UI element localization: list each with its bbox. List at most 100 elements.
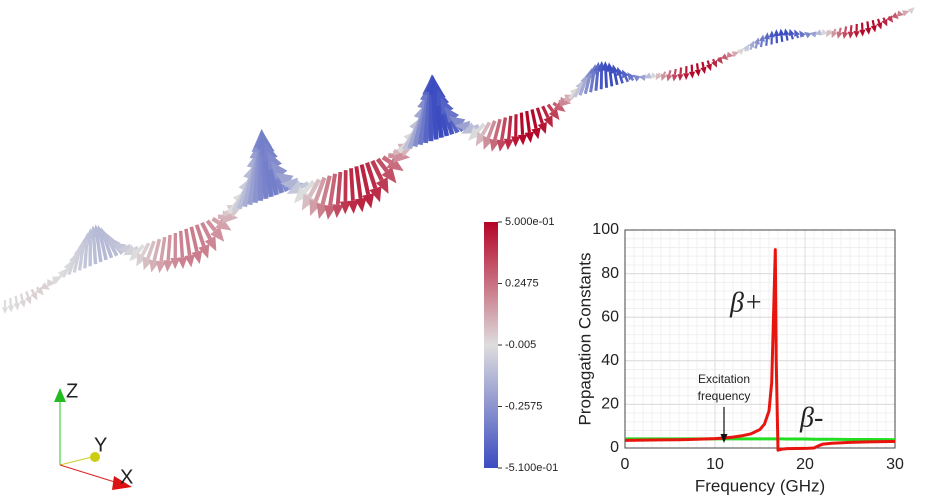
vector-arrow-shaft <box>205 219 217 232</box>
vector-arrow-shaft <box>546 103 555 113</box>
vector-arrow-head <box>831 30 838 39</box>
vector-arrow-shaft <box>67 261 75 276</box>
vector-arrow-head <box>129 248 142 262</box>
vector-arrow-shaft <box>476 122 486 133</box>
vector-arrow-head <box>444 106 460 124</box>
vector-arrow-head <box>836 31 843 39</box>
vector-arrow-head <box>543 115 553 128</box>
axes-triad: Z Y X <box>54 380 133 490</box>
vector-arrow-shaft <box>604 70 608 88</box>
vector-arrow-head <box>375 177 389 194</box>
x-tick-label: 20 <box>796 456 814 473</box>
vector-arrow-head <box>859 29 866 37</box>
vector-arrow-head <box>716 56 723 64</box>
vector-arrow-head <box>907 7 915 15</box>
vector-arrow-head <box>842 31 849 39</box>
vector-arrow-shaft <box>335 171 343 205</box>
vector-arrow-shaft <box>673 68 677 75</box>
vector-arrow-shaft <box>765 38 768 46</box>
vector-arrow-head <box>354 197 367 213</box>
vector-arrow-shaft <box>706 60 710 65</box>
vector-arrow-shaft <box>354 166 363 199</box>
vector-arrow-head <box>649 72 657 80</box>
vector-arrow-shaft <box>349 168 355 201</box>
vector-arrow-shaft <box>530 109 538 129</box>
vector-arrow-shaft <box>480 121 492 136</box>
vector-arrow-head <box>47 279 57 288</box>
vector-arrow-head <box>825 29 833 38</box>
vector-arrow-head <box>517 134 528 146</box>
vector-arrow-head <box>347 200 359 214</box>
vector-arrow-head <box>524 131 535 144</box>
vector-arrow-head <box>870 25 877 33</box>
vector-arrow-shaft <box>19 293 24 301</box>
vector-arrow-head <box>184 254 195 268</box>
vector-arrow-head <box>655 72 662 81</box>
z-arrowhead <box>54 388 66 402</box>
vector-arrow-head <box>809 31 817 38</box>
vector-arrow-head <box>503 138 514 151</box>
vector-arrow-shaft <box>630 77 635 82</box>
vector-arrow-head <box>748 40 755 48</box>
vector-arrow-head <box>449 116 466 131</box>
vector-arrow-head <box>644 72 652 79</box>
vector-arrow-shaft <box>796 35 800 39</box>
vector-arrow-shaft <box>9 297 12 306</box>
vector-arrow-shaft <box>573 87 581 98</box>
vector-arrow-head <box>853 31 860 38</box>
vector-arrow-head <box>475 132 488 147</box>
vector-arrow-head <box>210 226 225 242</box>
vector-arrow-head <box>694 69 701 77</box>
y-tick-label: 60 <box>601 308 619 325</box>
vector-arrow-head <box>661 73 667 82</box>
vector-arrow-head <box>136 252 147 267</box>
vector-arrow-shaft <box>833 28 837 33</box>
vector-arrow-shaft <box>525 110 531 133</box>
x-arrowhead <box>112 476 132 490</box>
colorbar-tick-label: -5.100e-01 <box>505 462 558 474</box>
vector-arrow-shaft <box>200 221 212 240</box>
vector-arrow-head <box>788 28 795 37</box>
vector-arrow-shaft <box>388 153 394 159</box>
vector-arrow-shaft <box>712 58 716 62</box>
vector-arrow-head <box>324 204 336 220</box>
vector-arrow-shaft <box>877 18 881 24</box>
vector-arrow-head <box>705 63 712 72</box>
vector-arrow-head <box>778 28 785 36</box>
x-axis <box>59 464 119 484</box>
vector-arrow-shaft <box>759 41 764 48</box>
vector-arrow-shaft <box>589 73 596 93</box>
vector-arrow-head <box>886 15 894 23</box>
z-label: Z <box>66 380 78 402</box>
annotation-arrowhead <box>720 434 728 443</box>
vector-arrow-head <box>215 217 232 231</box>
vector-arrow-head <box>386 156 404 172</box>
vector-arrow-shaft <box>300 181 310 189</box>
series-line <box>624 248 896 452</box>
vector-arrow-head <box>610 64 619 74</box>
y-tick-label: 80 <box>601 265 619 282</box>
vector-arrow-shaft <box>535 107 544 124</box>
vector-arrow-shaft <box>563 97 567 102</box>
vector-arrow-shaft <box>83 243 89 269</box>
vector-arrow-shaft <box>613 72 619 86</box>
vector-arrow-head <box>559 96 572 107</box>
vector-arrow-shaft <box>849 25 853 33</box>
y-arrowhead <box>90 452 100 462</box>
vector-arrow-shaft <box>359 164 371 195</box>
vector-arrow-shaft <box>838 27 842 33</box>
y-tick-label: 0 <box>610 439 619 456</box>
vector-arrow-head <box>799 30 806 38</box>
vector-arrow-head <box>553 101 566 112</box>
vector-arrow-head <box>627 72 635 81</box>
vector-arrow-head <box>700 66 707 75</box>
vector-arrow-head <box>30 291 38 301</box>
x-axis-label: Frequency (GHz) <box>695 476 825 495</box>
vector-arrow-head <box>270 161 288 180</box>
vector-arrow-shaft <box>679 67 683 75</box>
vector-arrow-shaft <box>624 76 629 83</box>
vector-arrow-head <box>616 66 624 77</box>
vector-arrow-shaft <box>486 120 497 139</box>
